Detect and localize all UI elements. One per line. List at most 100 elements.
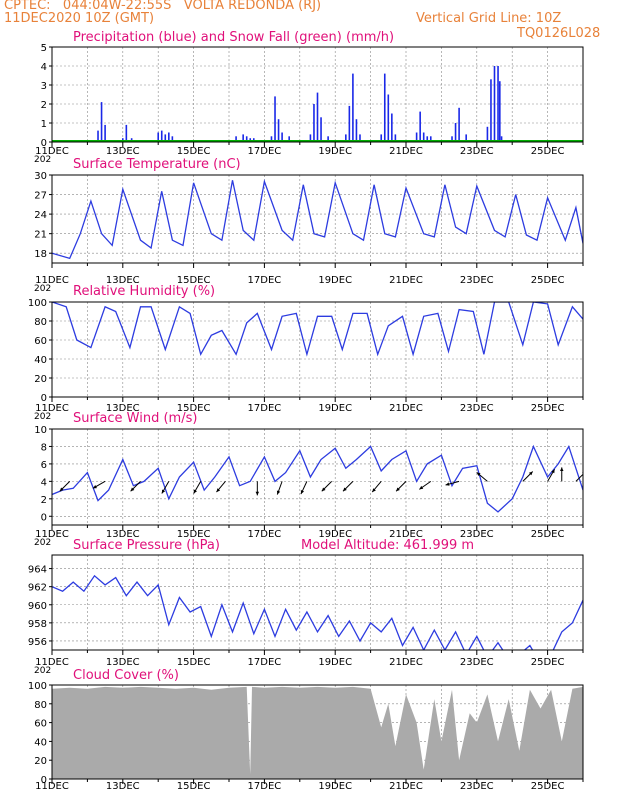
precip-bar bbox=[316, 92, 319, 142]
header-location: CPTEC: 044:04W-22:55S VOLTA REDONDA (RJ) bbox=[4, 0, 322, 13]
panel-precip: 0 1 2 3 4 5 11DEC 13DEC 15DEC 17DEC 19DEC 21DEC 23DE… bbox=[34, 30, 584, 165]
rh-series-line bbox=[52, 302, 583, 357]
wind-arrow bbox=[560, 467, 564, 482]
x-tick-label: 17DEC bbox=[248, 146, 282, 157]
y-tick-label: 960 bbox=[28, 601, 47, 612]
wind-arrow-head bbox=[161, 489, 166, 494]
x-tick-label: 11DEC bbox=[35, 781, 69, 792]
wind-arrow-head bbox=[445, 482, 450, 486]
precip-bar bbox=[497, 66, 499, 142]
x-tick-label: 19DEC bbox=[318, 781, 352, 792]
precip-bar bbox=[327, 136, 329, 142]
precip-bar bbox=[242, 134, 244, 142]
wind-arrow bbox=[59, 481, 71, 492]
y-tick-label: 3 bbox=[41, 81, 47, 92]
precip-bar bbox=[380, 134, 383, 142]
precip-bar bbox=[125, 124, 128, 142]
wind-arrow bbox=[522, 471, 534, 482]
wind-arrow-head bbox=[551, 469, 555, 474]
y-tick-label: 958 bbox=[28, 619, 47, 630]
plot-area-wind bbox=[52, 444, 583, 513]
y-tick-label: 100 bbox=[28, 681, 47, 692]
x-tick-label: 17DEC bbox=[248, 781, 282, 792]
x-tick-label: 13DEC bbox=[106, 657, 140, 668]
x-tick-label: 23DEC bbox=[460, 403, 494, 414]
precip-bar bbox=[345, 134, 347, 142]
precip-bar bbox=[104, 124, 106, 142]
y-tick-label: 0 bbox=[41, 138, 47, 149]
y-tick-label: 40 bbox=[34, 355, 47, 366]
x-tick-label: 21DEC bbox=[389, 275, 423, 286]
precip-bar bbox=[160, 130, 163, 142]
x-tick-label: 17DEC bbox=[248, 403, 282, 414]
y-tick-label: 2 bbox=[41, 495, 47, 506]
x-tick-label: 15DEC bbox=[177, 146, 211, 157]
wind-arrow bbox=[193, 481, 202, 494]
precip-bar bbox=[157, 132, 159, 142]
precip-bar bbox=[309, 134, 312, 142]
precip-bar bbox=[359, 134, 361, 142]
precip-bar bbox=[168, 132, 170, 142]
panel-frame bbox=[51, 46, 584, 143]
precip-bar bbox=[171, 136, 174, 142]
y-tick-label: 10 bbox=[34, 425, 47, 436]
x-tick-label: 19DEC bbox=[318, 657, 352, 668]
x-tick-label: 13DEC bbox=[106, 275, 140, 286]
wind-arrow-head bbox=[59, 487, 64, 492]
wind-arrow-head bbox=[528, 471, 533, 476]
precip-bar bbox=[270, 136, 273, 142]
x-tick-label: 21DEC bbox=[389, 657, 423, 668]
precip-bar bbox=[245, 136, 248, 142]
panel-rh: 0 20 40 60 80 100 11DEC 13DEC 15DEC 17DEC 19DEC 21D… bbox=[28, 284, 584, 422]
x-tick-label: 19DEC bbox=[318, 146, 352, 157]
x-tick-label: 25DEC bbox=[531, 275, 565, 286]
wind-arrow bbox=[161, 481, 170, 494]
model-altitude-note: Model Altitude: 461.999 m bbox=[301, 538, 474, 553]
y-tick-label: 2 bbox=[41, 100, 47, 111]
x-tick-label: 25DEC bbox=[531, 146, 565, 157]
precip-bar bbox=[348, 105, 351, 142]
x-tick-label: 25DEC bbox=[531, 657, 565, 668]
pres-series-line bbox=[52, 574, 583, 650]
precip-bar bbox=[499, 81, 501, 142]
temp-panel-title: Surface Temperature (nC) bbox=[73, 157, 241, 172]
y-tick-label: 0 bbox=[41, 393, 47, 404]
precip-bar bbox=[415, 132, 418, 142]
pres-panel-title: Surface Pressure (hPa) bbox=[73, 538, 220, 553]
header-date: 11DEC2020 10Z (GMT) bbox=[4, 11, 155, 26]
x-tick-label: 19DEC bbox=[318, 529, 352, 540]
wind-arrow bbox=[445, 480, 460, 486]
x-tick-label: 19DEC bbox=[318, 275, 352, 286]
x-tick-label: 13DEC bbox=[106, 781, 140, 792]
wind-arrow bbox=[419, 480, 432, 490]
y-tick-label: 4 bbox=[41, 62, 47, 73]
cloud-area bbox=[52, 686, 583, 779]
y-tick-label: 962 bbox=[28, 583, 47, 594]
x-tick-label: 11DEC bbox=[35, 657, 69, 668]
precip-bar bbox=[320, 117, 322, 142]
precip-bar bbox=[465, 134, 467, 142]
precip-bar bbox=[429, 136, 432, 142]
y-tick-label: 20 bbox=[34, 756, 47, 767]
year-fragment-label: 202 bbox=[34, 412, 51, 422]
precip-bar bbox=[500, 136, 503, 142]
x-tick-label: 15DEC bbox=[177, 403, 211, 414]
wind-arrow-head bbox=[255, 491, 260, 496]
y-tick-label: 60 bbox=[34, 719, 47, 730]
precip-bar bbox=[235, 136, 237, 142]
header-code: TQ0126L028 bbox=[517, 26, 601, 41]
x-tick-label: 15DEC bbox=[177, 275, 211, 286]
precip-bar bbox=[426, 136, 429, 142]
wind-arrow bbox=[342, 481, 354, 492]
plot-area-pres bbox=[52, 574, 583, 650]
wind-arrow-head bbox=[92, 485, 97, 489]
x-tick-label: 21DEC bbox=[389, 781, 423, 792]
y-tick-label: 6 bbox=[41, 460, 47, 471]
wind-arrow bbox=[216, 481, 226, 493]
cloud-panel-title: Cloud Cover (%) bbox=[73, 668, 179, 683]
precip-bar bbox=[164, 134, 167, 142]
wind-arrow bbox=[476, 471, 488, 482]
plot-area-cloud bbox=[52, 686, 583, 779]
plot-area-precip bbox=[52, 66, 583, 142]
precip-bar bbox=[100, 102, 103, 142]
